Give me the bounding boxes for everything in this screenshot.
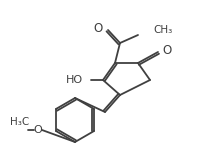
Text: H₃C: H₃C [10,117,30,127]
Text: CH₃: CH₃ [153,25,172,35]
Text: O: O [162,44,171,56]
Text: HO: HO [66,75,83,85]
Text: O: O [34,125,42,135]
Text: O: O [94,23,103,35]
